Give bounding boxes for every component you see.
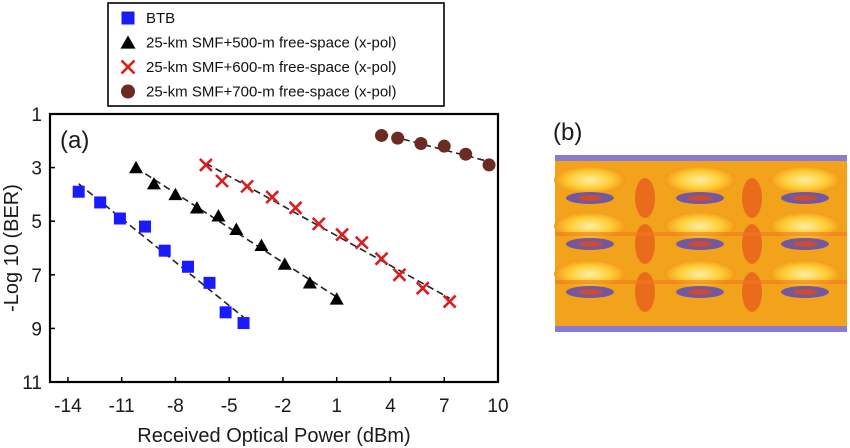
x-tick-label: -5 xyxy=(221,396,238,417)
data-point xyxy=(311,216,326,231)
data-point xyxy=(354,235,369,250)
data-point xyxy=(254,238,269,252)
data-point xyxy=(237,317,250,330)
data-point xyxy=(482,158,496,172)
data-point xyxy=(459,147,473,161)
data-point xyxy=(335,227,350,242)
legend-marker xyxy=(120,35,136,49)
data-point xyxy=(168,187,183,201)
legend-marker xyxy=(121,84,135,99)
data-markers xyxy=(72,128,496,330)
data-point xyxy=(181,260,194,273)
x-axis-label: Received Optical Power (dBm) xyxy=(137,425,410,447)
legend-entry: BTB xyxy=(146,10,175,27)
data-point xyxy=(138,220,151,233)
x-tick-label: 1 xyxy=(331,396,342,417)
data-point xyxy=(158,244,171,257)
y-axis-ticks: 1 3 5 7 9 11 xyxy=(22,105,55,394)
panel-label-a: (a) xyxy=(60,127,89,154)
fit-line xyxy=(135,167,338,298)
data-point xyxy=(391,131,405,145)
y-tick-label: 11 xyxy=(22,373,42,394)
legend: BTB 25-km SMF+500-m free-space (x-pol) 25-… xyxy=(120,10,397,101)
data-point xyxy=(288,200,303,215)
eye-diagram xyxy=(554,155,847,332)
y-axis-label: -Log 10 (BER) xyxy=(1,184,23,312)
data-point xyxy=(203,276,216,289)
data-point xyxy=(302,276,317,289)
legend-marker xyxy=(121,11,135,25)
data-point xyxy=(375,128,389,142)
data-point xyxy=(265,190,280,204)
data-point xyxy=(277,257,292,270)
y-tick-label: 3 xyxy=(31,159,42,180)
data-point xyxy=(374,251,389,266)
data-point xyxy=(219,306,232,319)
data-point xyxy=(240,179,255,194)
legend-entry: 25-km SMF+500-m free-space (x-pol) xyxy=(146,35,397,52)
x-axis-ticks: -14 -11 -8 -5 -2 1 4 7 10 xyxy=(54,377,509,417)
data-point xyxy=(129,160,144,174)
data-point xyxy=(392,267,407,282)
data-point xyxy=(113,212,126,225)
y-tick-label: 7 xyxy=(31,266,42,287)
x-tick-label: 10 xyxy=(487,396,508,417)
data-point xyxy=(72,185,85,198)
data-point xyxy=(442,294,457,309)
legend-marker xyxy=(120,59,136,75)
legend-entry: 25-km SMF+700-m free-space (x-pol) xyxy=(146,84,397,101)
x-tick-label: -14 xyxy=(54,396,82,417)
y-tick-label: 1 xyxy=(31,105,42,126)
data-point xyxy=(215,174,229,188)
plot-area-frame xyxy=(48,112,500,384)
data-point xyxy=(437,139,451,153)
data-point xyxy=(189,201,204,214)
y-tick-label: 5 xyxy=(31,212,42,233)
x-tick-label: -2 xyxy=(275,396,292,417)
x-tick-label: 4 xyxy=(385,396,396,417)
data-point xyxy=(415,281,430,296)
data-point xyxy=(198,158,213,172)
x-tick-label: 7 xyxy=(439,396,450,417)
legend-entry: 25-km SMF+600-m free-space (x-pol) xyxy=(146,59,397,76)
panel-label-b: (b) xyxy=(553,119,582,146)
data-point xyxy=(229,222,244,235)
legend-box xyxy=(107,2,445,107)
data-point xyxy=(94,196,107,209)
data-point xyxy=(414,136,428,150)
x-tick-label: -11 xyxy=(109,396,135,417)
data-point xyxy=(146,176,161,190)
x-tick-label: -8 xyxy=(167,396,184,417)
data-point xyxy=(329,292,344,305)
y-tick-label: 9 xyxy=(31,319,42,340)
data-point xyxy=(211,209,226,222)
